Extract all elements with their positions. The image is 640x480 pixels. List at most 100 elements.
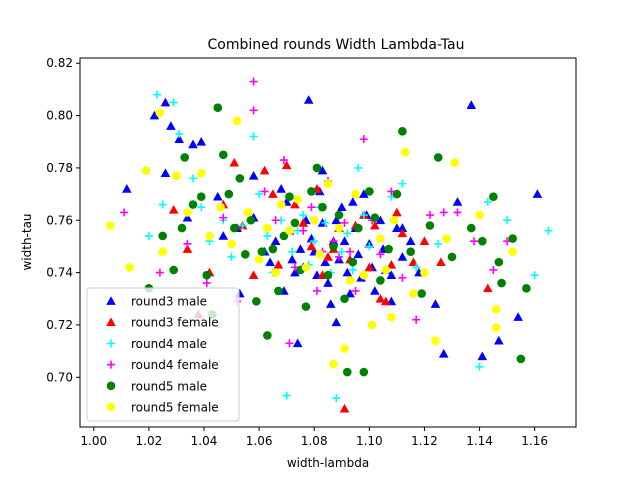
- point-round4-female: [376, 250, 385, 259]
- x-axis-label: width-lambda: [287, 456, 369, 470]
- legend-marker-round3-female: [106, 317, 116, 327]
- point-round5-male: [433, 153, 443, 162]
- point-round5-female: [271, 268, 280, 277]
- point-round5-male: [348, 257, 358, 267]
- point-round3-female: [397, 228, 408, 238]
- point-round5-male: [202, 270, 212, 280]
- point-round5-female: [329, 359, 338, 369]
- point-round4-male: [188, 174, 197, 183]
- point-round3-female: [370, 220, 380, 230]
- point-round3-female: [168, 204, 179, 214]
- point-round5-female: [285, 226, 294, 236]
- point-round4-male: [483, 197, 492, 206]
- point-round5-male: [494, 257, 504, 267]
- point-round3-male: [174, 134, 184, 143]
- point-round5-female: [263, 223, 272, 233]
- point-round5-female: [276, 200, 286, 209]
- point-round3-male: [359, 189, 369, 198]
- point-round4-female: [155, 268, 164, 277]
- y-tick-label: 0.76: [46, 213, 73, 227]
- point-round4-male: [412, 263, 421, 272]
- point-round5-male: [301, 302, 311, 311]
- point-round3-female: [339, 403, 350, 413]
- point-round3-female: [386, 259, 397, 269]
- point-round5-male: [359, 367, 369, 377]
- point-round5-male: [329, 242, 338, 251]
- point-round3-male: [276, 184, 286, 193]
- point-round4-female: [260, 187, 269, 196]
- point-round5-female: [158, 247, 167, 256]
- point-round5-female: [351, 189, 360, 199]
- legend-label-round4-male: round4 male: [131, 337, 207, 351]
- point-round4-male: [544, 226, 553, 235]
- point-round5-female: [340, 344, 349, 353]
- point-round3-female: [182, 244, 193, 253]
- point-round3-male: [452, 197, 463, 206]
- point-round3-male: [353, 249, 364, 259]
- chart-title: Combined rounds Width Lambda-Tau: [208, 37, 465, 53]
- point-round4-male: [144, 231, 153, 240]
- point-round5-male: [188, 200, 198, 209]
- point-round3-male: [295, 244, 306, 253]
- point-round5-male: [342, 367, 352, 377]
- point-round4-male: [288, 247, 297, 256]
- point-round5-female: [420, 268, 429, 277]
- point-round5-female: [183, 208, 192, 217]
- point-round4-female: [351, 286, 360, 295]
- point-round3-female: [259, 165, 270, 175]
- point-round5-female: [359, 270, 369, 280]
- point-round5-female: [293, 195, 302, 204]
- legend-label-round4-female: round4 female: [131, 358, 219, 372]
- point-round5-male: [365, 187, 374, 196]
- point-round5-male: [392, 189, 402, 199]
- point-round4-male: [227, 252, 236, 261]
- point-round4-male: [434, 239, 443, 248]
- y-tick-label: 0.82: [46, 56, 73, 70]
- point-round3-female: [392, 207, 402, 217]
- y-axis-label: width-tau: [20, 213, 34, 270]
- point-round5-female: [315, 249, 325, 259]
- point-round3-male: [265, 257, 275, 266]
- legend-marker-round5-male: [106, 381, 116, 391]
- point-round5-male: [478, 236, 487, 246]
- point-round3-female: [281, 160, 292, 170]
- y-tick-label: 0.74: [46, 266, 73, 280]
- point-round5-female: [232, 116, 242, 126]
- point-round3-female: [248, 270, 259, 280]
- point-round3-male: [345, 288, 355, 298]
- point-round4-male: [365, 242, 374, 251]
- point-round3-female: [290, 199, 300, 209]
- point-round4-female: [453, 208, 462, 217]
- point-round3-male: [339, 236, 350, 246]
- point-round4-female: [398, 273, 407, 282]
- point-round5-female: [172, 171, 181, 181]
- point-round3-male: [323, 278, 333, 287]
- point-round5-female: [367, 320, 377, 330]
- legend-label-round5-male: round5 male: [131, 379, 207, 393]
- point-round5-female: [491, 323, 501, 332]
- point-round5-male: [224, 189, 234, 199]
- point-round5-female: [345, 276, 355, 285]
- point-round4-male: [354, 163, 363, 172]
- point-round5-male: [180, 153, 190, 162]
- point-round5-female: [196, 168, 206, 178]
- point-round3-male: [375, 215, 386, 225]
- point-round3-male: [370, 286, 380, 295]
- point-round4-male: [158, 200, 167, 209]
- y-tick-label: 0.70: [46, 370, 73, 384]
- point-round5-male: [257, 247, 267, 256]
- point-round5-female: [475, 210, 484, 220]
- point-round5-male: [274, 286, 283, 296]
- point-round3-female: [483, 283, 493, 293]
- point-round5-female: [450, 158, 460, 167]
- point-round3-male: [438, 348, 449, 358]
- point-round3-male: [188, 139, 198, 149]
- point-round4-male: [321, 218, 330, 227]
- point-round4-female: [279, 156, 288, 165]
- point-round4-male: [359, 211, 368, 220]
- point-round5-male: [417, 289, 426, 298]
- point-round5-male: [213, 103, 223, 113]
- point-round5-male: [406, 247, 415, 256]
- point-round5-female: [254, 255, 264, 264]
